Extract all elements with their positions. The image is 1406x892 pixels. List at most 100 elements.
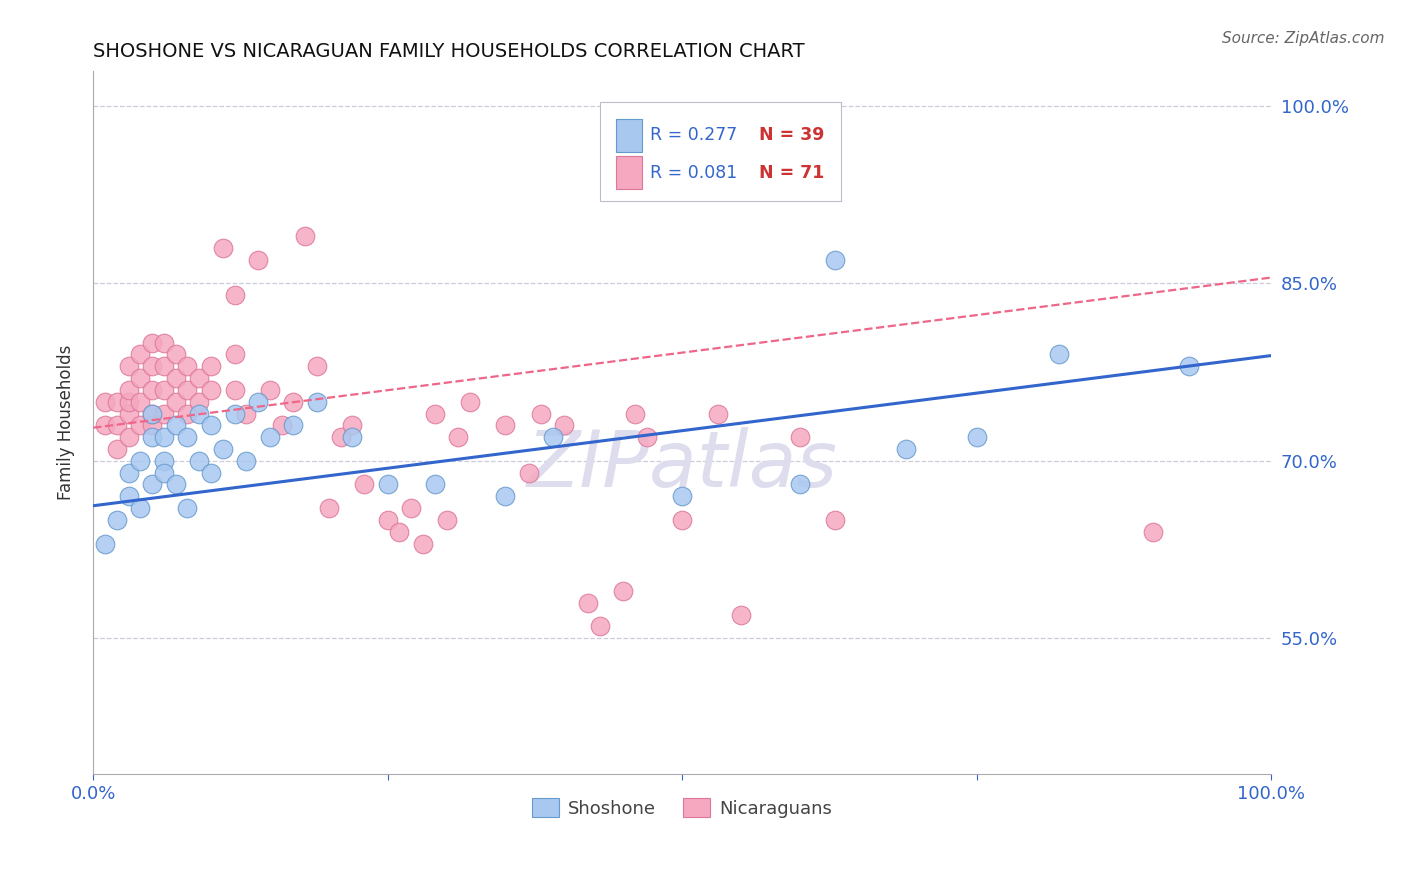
Point (1142, 524, 1164, 539)
Text: N = 71: N = 71 (759, 163, 824, 182)
Point (224, 407, 246, 421)
Y-axis label: Family Households: Family Households (58, 344, 75, 500)
Point (612, 583, 634, 598)
Point (141, 383, 163, 397)
Text: R = 0.081: R = 0.081 (651, 163, 738, 182)
Point (624, 407, 647, 421)
Point (153, 383, 176, 397)
Point (247, 394, 270, 409)
Point (329, 430, 352, 444)
Text: N = 39: N = 39 (759, 127, 824, 145)
Point (706, 407, 728, 421)
Point (342, 418, 364, 433)
Point (117, 489, 139, 503)
Point (789, 477, 811, 491)
Point (235, 454, 257, 468)
Text: R = 0.277: R = 0.277 (651, 127, 738, 145)
Point (259, 430, 281, 444)
Point (153, 407, 176, 421)
Point (105, 513, 128, 527)
Legend: Shoshone, Nicaraguans: Shoshone, Nicaraguans (524, 791, 839, 825)
Point (283, 394, 305, 409)
Point (176, 430, 198, 444)
Point (129, 371, 152, 385)
Point (200, 383, 222, 397)
Point (176, 501, 198, 516)
Point (259, 383, 281, 397)
Point (270, 418, 292, 433)
Point (636, 430, 658, 444)
Point (153, 454, 176, 468)
Point (401, 501, 423, 516)
Point (188, 407, 211, 421)
Point (129, 418, 152, 433)
Point (176, 359, 198, 374)
FancyBboxPatch shape (616, 156, 643, 189)
Point (436, 513, 458, 527)
Point (153, 335, 176, 350)
Point (377, 477, 399, 491)
Point (165, 371, 187, 385)
Point (541, 430, 564, 444)
Point (671, 489, 693, 503)
Point (200, 359, 222, 374)
Point (188, 394, 211, 409)
Point (94, 418, 117, 433)
Point (176, 383, 198, 397)
Point (824, 513, 846, 527)
Point (176, 407, 198, 421)
Point (105, 442, 128, 456)
Point (165, 418, 187, 433)
Point (247, 252, 270, 267)
Point (730, 607, 752, 622)
Point (966, 430, 988, 444)
Point (117, 407, 139, 421)
Point (495, 489, 517, 503)
Point (530, 407, 553, 421)
Point (589, 619, 612, 633)
Point (117, 359, 139, 374)
Point (235, 407, 257, 421)
Point (224, 288, 246, 302)
Point (153, 430, 176, 444)
Point (141, 430, 163, 444)
Point (200, 466, 222, 480)
Point (576, 596, 599, 610)
Point (153, 466, 176, 480)
Point (117, 466, 139, 480)
Point (283, 418, 305, 433)
Point (458, 394, 481, 409)
Point (388, 524, 411, 539)
Point (117, 430, 139, 444)
Point (141, 407, 163, 421)
Point (188, 454, 211, 468)
Point (165, 477, 187, 491)
FancyBboxPatch shape (616, 120, 643, 152)
Point (224, 347, 246, 361)
Point (141, 407, 163, 421)
Point (141, 477, 163, 491)
Point (342, 430, 364, 444)
Point (447, 430, 470, 444)
Point (318, 501, 340, 516)
Point (294, 229, 316, 244)
Text: Source: ZipAtlas.com: Source: ZipAtlas.com (1222, 31, 1385, 46)
Point (224, 383, 246, 397)
Point (141, 418, 163, 433)
Point (1177, 359, 1199, 374)
Point (495, 418, 517, 433)
Point (305, 359, 328, 374)
FancyBboxPatch shape (600, 103, 841, 201)
Point (129, 454, 152, 468)
Point (211, 442, 233, 456)
Point (824, 252, 846, 267)
Point (211, 241, 233, 255)
Point (423, 407, 446, 421)
Point (789, 430, 811, 444)
Point (553, 418, 575, 433)
Point (94, 536, 117, 550)
Point (671, 513, 693, 527)
Point (894, 442, 917, 456)
Point (165, 347, 187, 361)
Point (105, 394, 128, 409)
